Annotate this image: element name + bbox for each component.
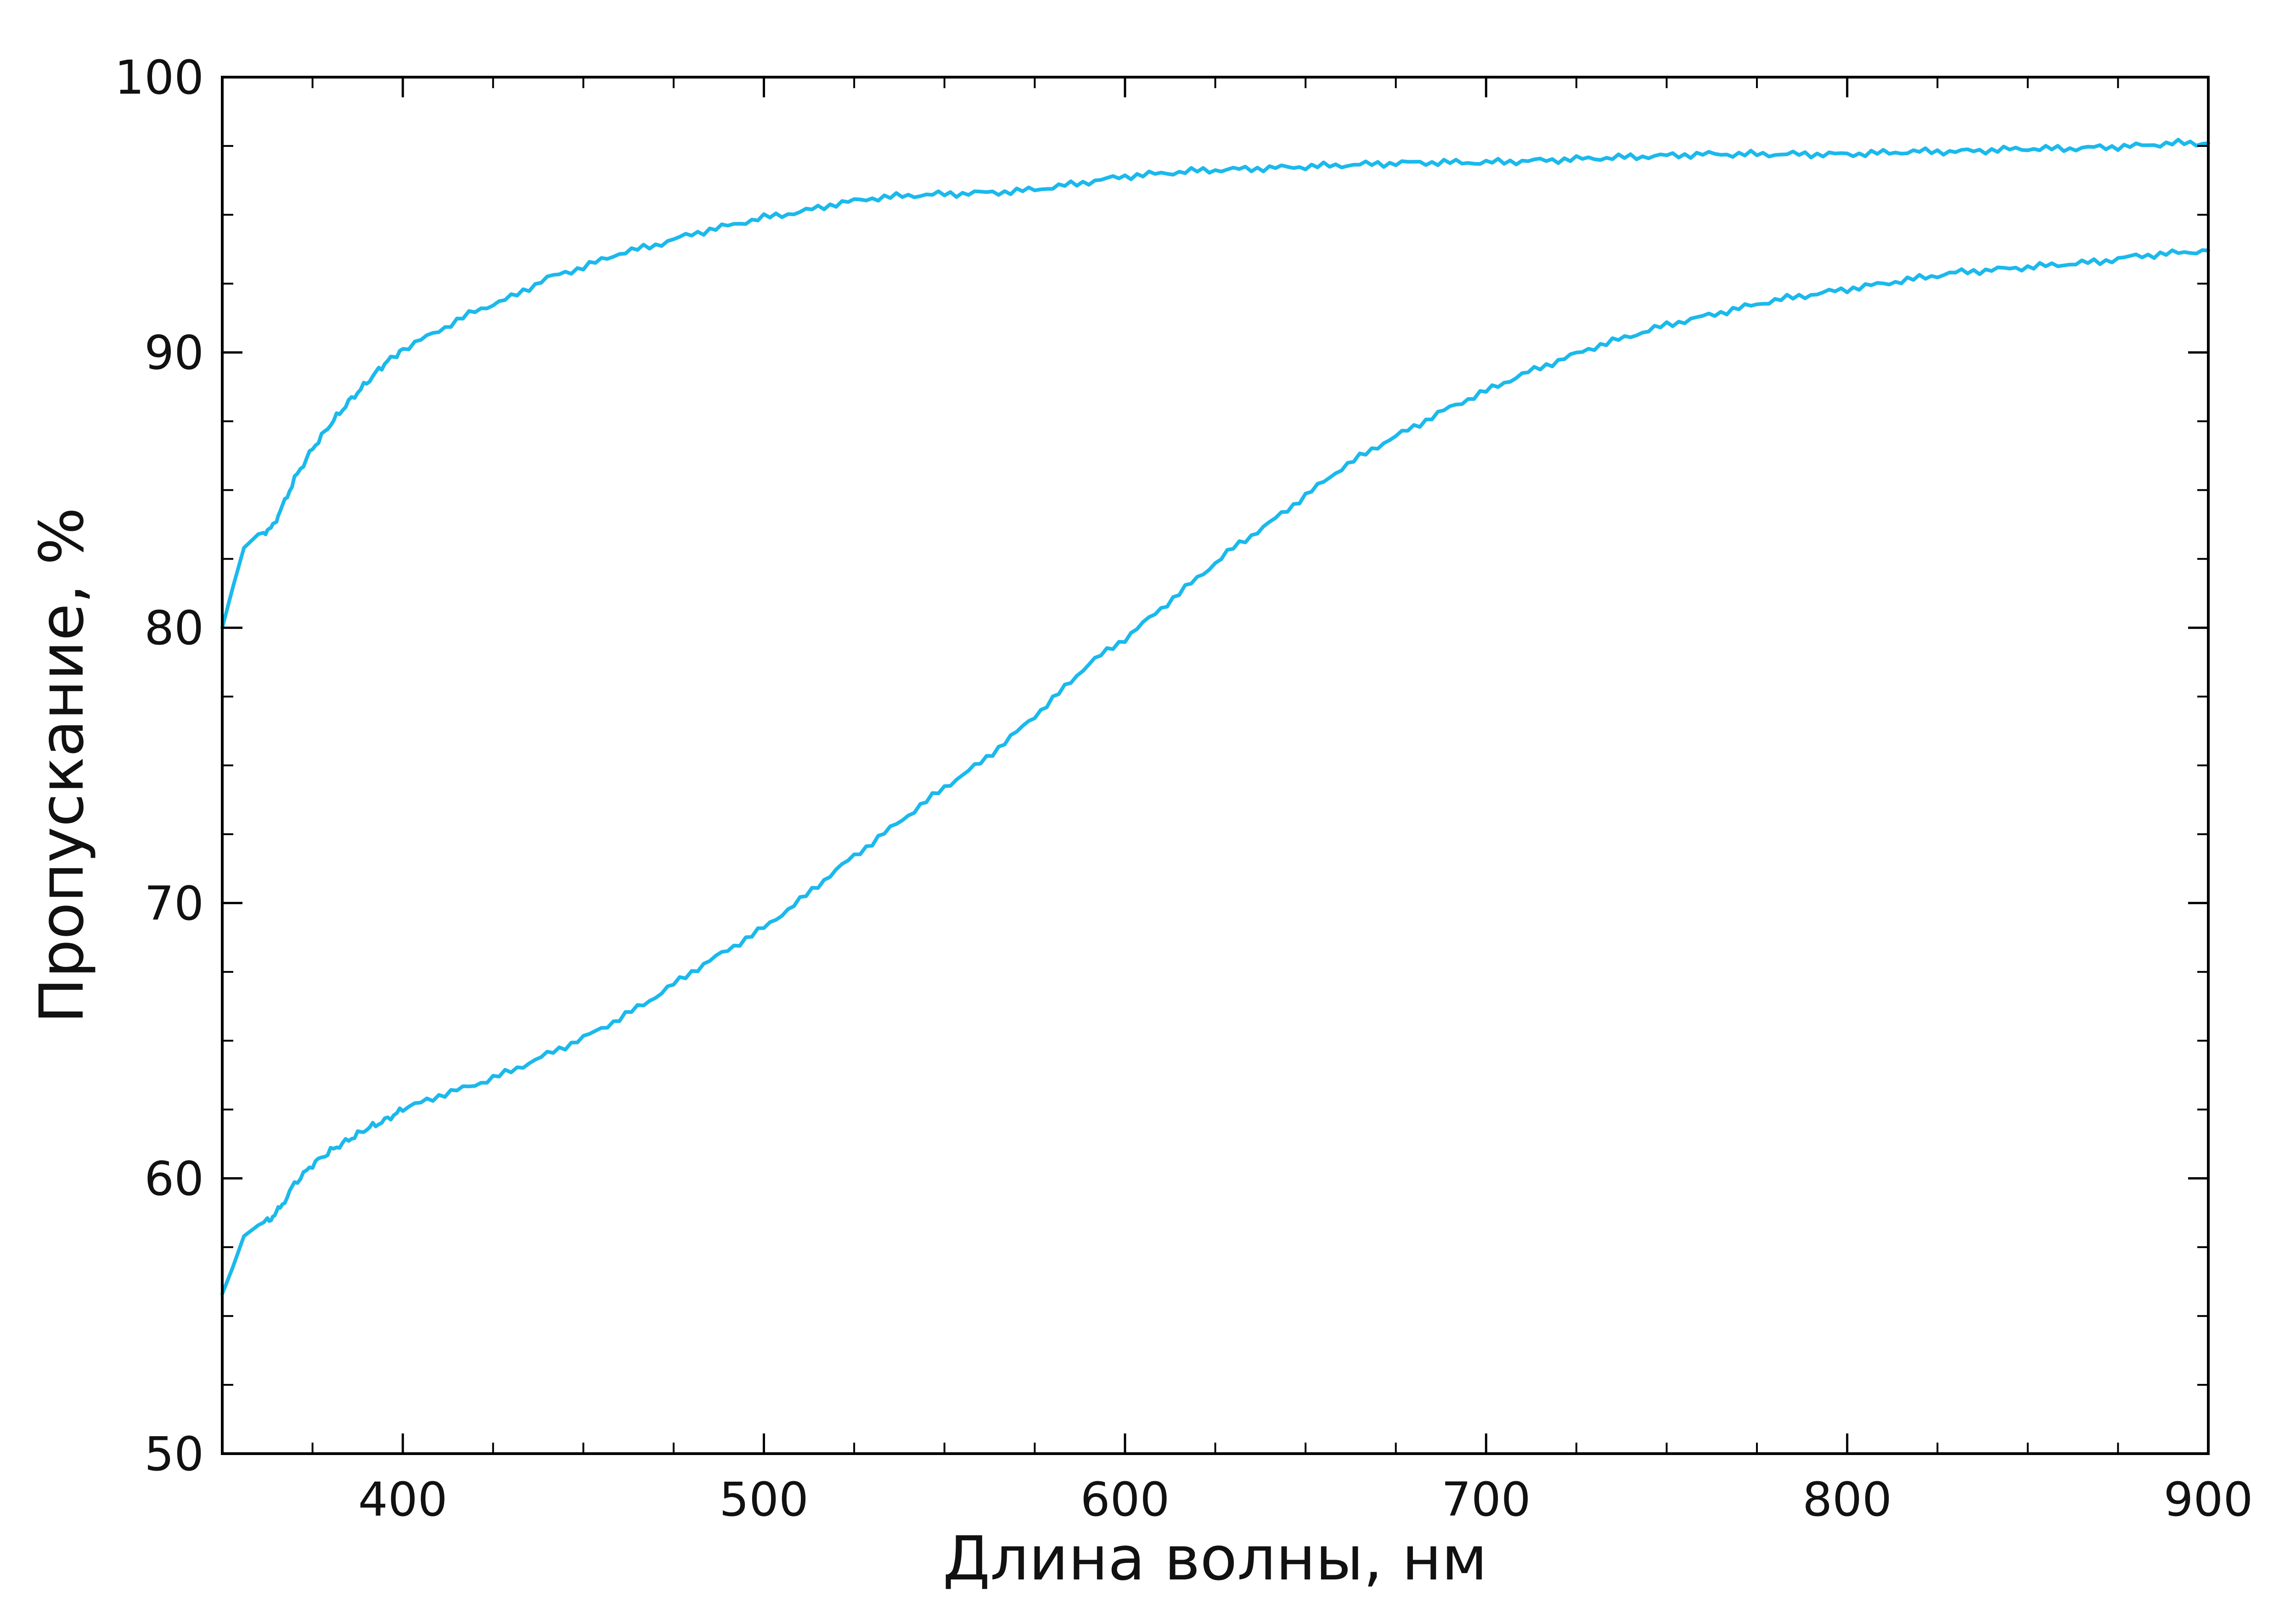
x-axis-title: Длина волны, нм bbox=[943, 1523, 1487, 1594]
ticks-layer bbox=[221, 76, 2210, 1455]
y-tick-label: 100 bbox=[114, 51, 204, 105]
y-tick-label: 80 bbox=[144, 601, 204, 656]
y-tick-label: 90 bbox=[144, 326, 204, 381]
y-tick-label: 60 bbox=[144, 1152, 204, 1206]
series-layer bbox=[220, 138, 2210, 1296]
y-axis-title: Пропускание, % bbox=[27, 507, 97, 1023]
tick-labels-layer: 400 500 600 700 800 900 50 60 70 80 90 100 bbox=[114, 51, 2253, 1527]
series-line-1 bbox=[220, 138, 2210, 630]
x-tick-label: 600 bbox=[1080, 1472, 1170, 1527]
plot-frame bbox=[221, 76, 2210, 1455]
x-tick-label: 900 bbox=[2164, 1472, 2253, 1527]
series-line-2 bbox=[220, 248, 2210, 1296]
x-tick-label: 700 bbox=[1441, 1472, 1531, 1527]
y-tick-label: 50 bbox=[144, 1427, 204, 1482]
y-tick-label: 70 bbox=[144, 877, 204, 931]
x-tick-label: 400 bbox=[358, 1472, 448, 1527]
x-tick-label: 800 bbox=[1802, 1472, 1892, 1527]
x-tick-label: 500 bbox=[719, 1472, 809, 1527]
